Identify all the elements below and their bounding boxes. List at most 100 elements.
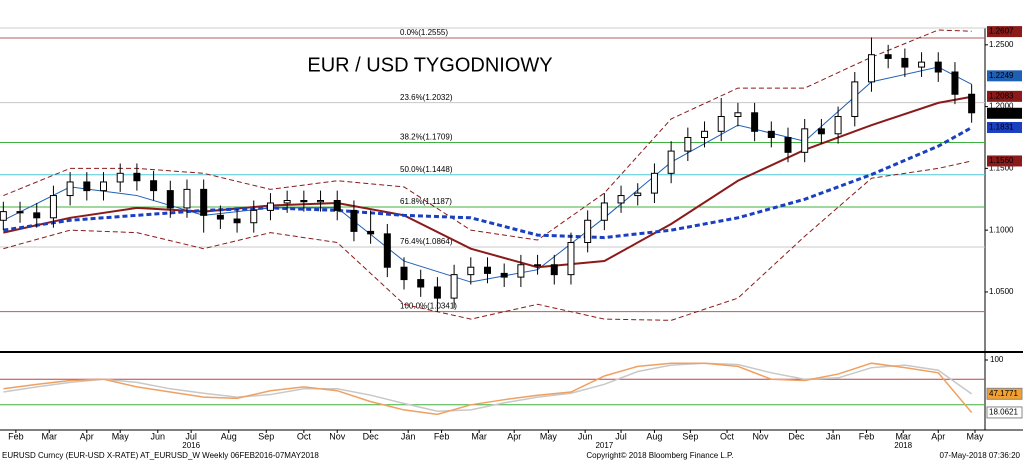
indicator-box [986, 387, 1023, 400]
overlay-line [3, 29, 972, 241]
candle-body [550, 264, 558, 276]
x-tick-label: Sep [682, 431, 698, 441]
footer-center: Copyright© 2018 Bloomberg Finance L.P. [586, 451, 733, 460]
overlay-line [3, 160, 972, 321]
candle-body [166, 190, 174, 209]
candle-body [300, 200, 308, 203]
year-label: 2016 [182, 441, 200, 450]
x-tick-label: Feb [434, 431, 450, 441]
price-box-label: 1.2083 [989, 91, 1014, 100]
candle-body [851, 81, 859, 117]
year-label: 2017 [595, 441, 613, 450]
candle-body [383, 233, 391, 268]
candle-body [634, 192, 642, 197]
candle-body [567, 242, 575, 276]
fib-label: 38.2%(1.1709) [400, 133, 453, 142]
candle-body [49, 195, 57, 219]
footer-left: EURUSD Curncy (EUR-USD X-RATE) AT_EURUSD… [2, 451, 319, 460]
indicator-box-label: 18.0621 [989, 408, 1018, 417]
candle-body [734, 112, 742, 117]
candle-body [150, 180, 158, 192]
candle-body [16, 211, 24, 214]
x-tick-label: Sep [258, 431, 274, 441]
candle-body [751, 112, 759, 132]
candle-body [817, 128, 825, 135]
x-tick-label: Jul [185, 431, 197, 441]
price-box [987, 70, 1022, 82]
candle-body [33, 212, 41, 219]
x-tick-label: Jun [151, 431, 166, 441]
x-tick-label: Nov [329, 431, 346, 441]
price-box [987, 155, 1022, 167]
x-tick-label: May [112, 431, 130, 441]
chart-title: EUR / USD TYGODNIOWY [307, 54, 552, 76]
candle-body [367, 230, 375, 235]
x-tick-label: Apr [80, 431, 94, 441]
x-tick-label: Feb [859, 431, 875, 441]
x-tick-label: Mar [471, 431, 487, 441]
x-tick-label: Jul [615, 431, 627, 441]
x-tick-label: Apr [507, 431, 521, 441]
candle-body [483, 266, 491, 274]
candle-body [517, 264, 525, 278]
candle-body [767, 130, 775, 138]
y-tick-label: 1.1500 [989, 163, 1014, 172]
price-box [987, 90, 1022, 102]
year-label: 2018 [894, 441, 912, 450]
indicator-box-label: 47.1771 [989, 389, 1018, 398]
x-tick-label: Dec [363, 431, 380, 441]
candle-body [467, 266, 475, 276]
candle-body [867, 54, 875, 83]
candle-body [968, 93, 976, 114]
y-tick-label: 1.2500 [989, 40, 1014, 49]
x-tick-label: May [966, 431, 984, 441]
candle-body [400, 266, 408, 281]
price-box-label: 1.1560 [989, 156, 1014, 165]
x-tick-label: Jan [826, 431, 841, 441]
price-box [987, 26, 1022, 38]
x-tick-label: May [540, 431, 558, 441]
x-tick-label: Oct [720, 431, 735, 441]
x-tick-label: Mar [42, 431, 58, 441]
candle-body [283, 200, 291, 204]
candle-body [266, 202, 274, 211]
candle-body [233, 218, 241, 224]
y-tick-label: 1.1000 [989, 225, 1014, 234]
candle-body [617, 195, 625, 204]
candle-body [701, 130, 709, 138]
candle-body [133, 172, 141, 182]
candle-body [433, 286, 441, 299]
candle-body [801, 128, 809, 153]
candle-body [918, 61, 926, 68]
candle-body [534, 264, 542, 267]
candle-body [216, 214, 224, 220]
x-tick-label: Aug [646, 431, 662, 441]
x-tick-label: Apr [931, 431, 945, 441]
candle-body [600, 202, 608, 221]
candle-body [183, 188, 191, 209]
price-box [987, 107, 1022, 119]
candle-body [350, 209, 358, 232]
fib-label: 76.4%(1.0864) [400, 237, 453, 246]
price-box-label: 1.1946 [989, 108, 1014, 117]
candle-body [500, 272, 508, 278]
candle-body [250, 209, 258, 224]
x-tick-label: Jun [578, 431, 593, 441]
x-tick-label: Dec [788, 431, 805, 441]
candle-body [717, 115, 725, 132]
x-tick-label: Aug [221, 431, 237, 441]
candle-body [0, 211, 7, 221]
indicator-tick-label: 100 [990, 355, 1004, 364]
y-tick-label: 1.2000 [989, 102, 1014, 111]
fib-label: 50.0%(1.1448) [400, 165, 453, 174]
fib-label: 0.0%(1.2555) [400, 28, 448, 37]
x-tick-label: Nov [752, 431, 769, 441]
price-box-label: 1.2249 [989, 71, 1014, 80]
candle-body [66, 181, 74, 197]
candle-body [667, 150, 675, 174]
y-tick-label: 1.0500 [989, 287, 1014, 296]
candle-body [834, 115, 842, 135]
indicator-line [3, 362, 973, 416]
